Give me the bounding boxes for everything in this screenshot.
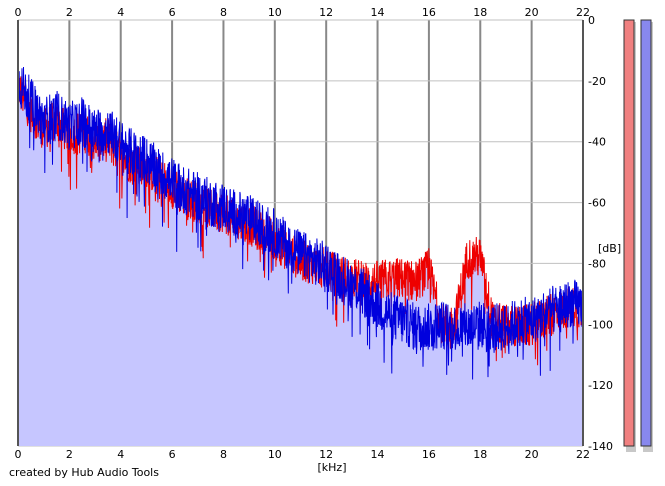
y-tick-label: -60: [588, 197, 606, 210]
x-tick-label-bottom: 16: [422, 448, 436, 461]
x-tick-label-top: 2: [66, 6, 73, 19]
y-tick-label: -100: [588, 318, 613, 331]
level-meter-left: [623, 19, 635, 447]
y-tick-label: -140: [588, 440, 613, 453]
x-tick-label-bottom: 0: [15, 448, 22, 461]
y-axis-label: [dB]: [598, 242, 621, 255]
x-tick-labels-bottom: 0 2 4 6 8 10 12 14 16 18 20 22: [15, 448, 591, 461]
x-tick-label-top: 14: [371, 6, 385, 19]
x-tick-label-top: 6: [169, 6, 176, 19]
credit-text: created by Hub Audio Tools: [9, 466, 159, 479]
x-tick-label-top: 10: [268, 6, 282, 19]
x-tick-label-top: 0: [15, 6, 22, 19]
x-tick-label-bottom: 8: [220, 448, 227, 461]
y-tick-labels: 0 -20 -40 -60 -80 -100 -120 -140: [588, 14, 613, 453]
x-tick-label-bottom: 20: [525, 448, 539, 461]
x-tick-label-top: 4: [117, 6, 124, 19]
series-line-right: [17, 66, 584, 380]
x-tick-label-bottom: 18: [473, 448, 487, 461]
y-tick-label: -120: [588, 379, 613, 392]
level-meter-right: [640, 19, 652, 447]
x-tick-label-top: 16: [422, 6, 436, 19]
x-tick-label-bottom: 6: [169, 448, 176, 461]
x-tick-label-bottom: 14: [371, 448, 385, 461]
x-tick-label-bottom: 10: [268, 448, 282, 461]
x-tick-labels-top: 0 2 4 6 8 10 12 14 16 18 20 22: [15, 6, 591, 19]
level-meters: [623, 19, 653, 452]
y-tick-label: 0: [588, 14, 595, 27]
y-tick-label: -20: [588, 75, 606, 88]
x-tick-label-top: 20: [525, 6, 539, 19]
x-axis-label: [kHz]: [318, 461, 347, 474]
x-tick-label-top: 22: [576, 6, 590, 19]
y-tick-label: -40: [588, 136, 606, 149]
x-tick-label-bottom: 4: [117, 448, 124, 461]
x-tick-label-top: 18: [473, 6, 487, 19]
x-tick-label-bottom: 22: [576, 448, 590, 461]
y-tick-label: -80: [588, 257, 606, 270]
x-tick-label-top: 12: [319, 6, 333, 19]
x-tick-label-bottom: 2: [66, 448, 73, 461]
x-tick-label-bottom: 12: [319, 448, 333, 461]
x-tick-label-top: 8: [220, 6, 227, 19]
